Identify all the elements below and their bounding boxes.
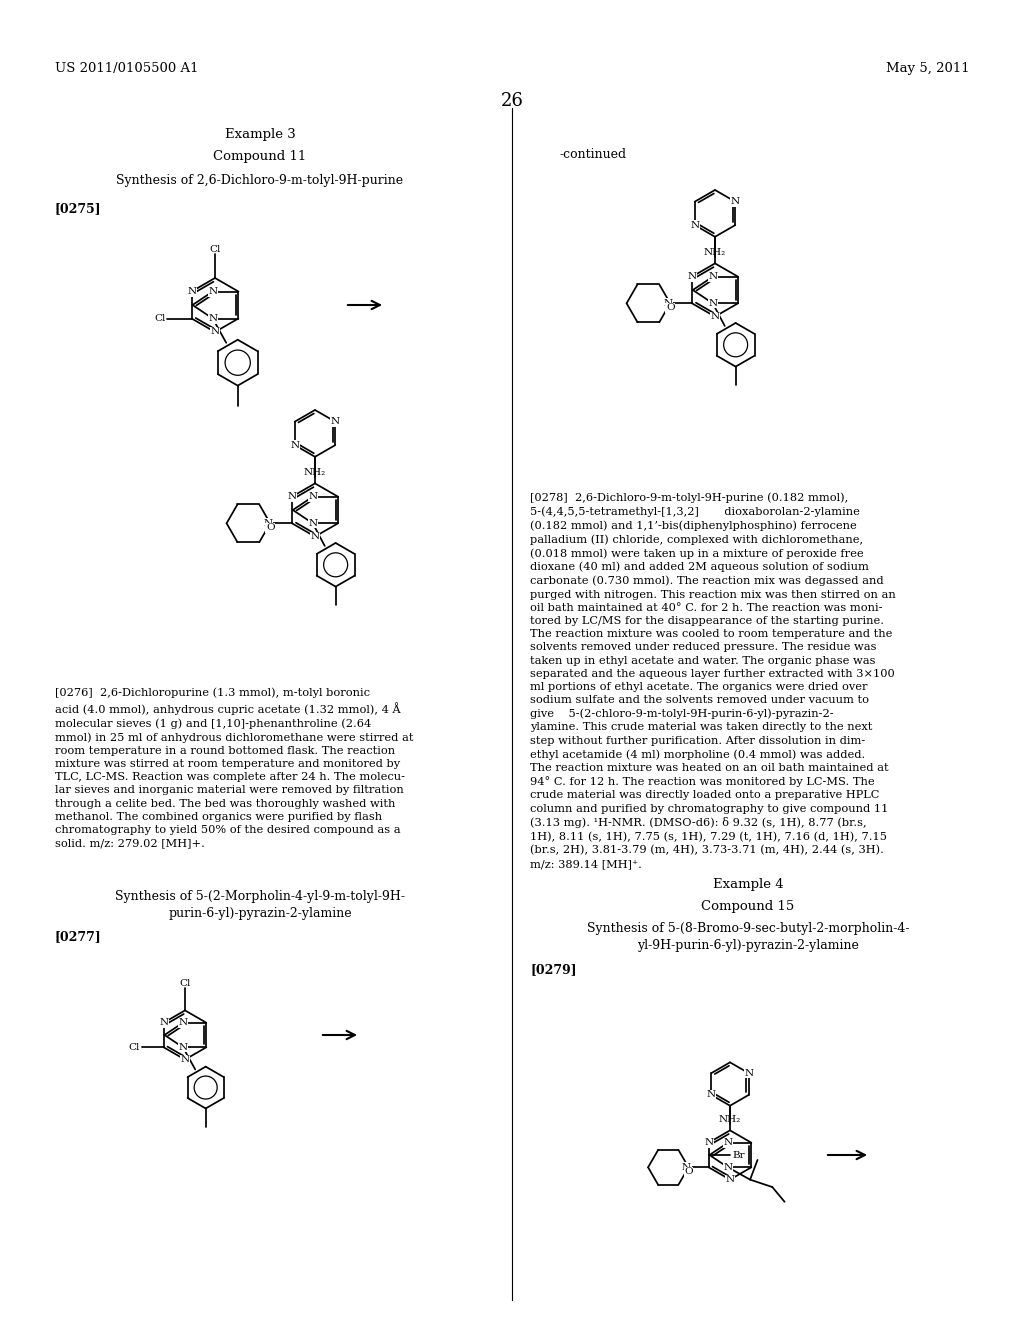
Text: N: N xyxy=(208,286,217,296)
Text: Synthesis of 2,6-Dichloro-9-m-tolyl-9H-purine: Synthesis of 2,6-Dichloro-9-m-tolyl-9H-p… xyxy=(117,174,403,187)
Text: purin-6-yl)-pyrazin-2-ylamine: purin-6-yl)-pyrazin-2-ylamine xyxy=(168,907,352,920)
Text: N: N xyxy=(178,1043,187,1052)
Text: N: N xyxy=(178,1018,187,1027)
Text: [0278]  2,6-Dichloro-9-m-tolyl-9H-purine (0.182 mmol),
5-(4,4,5,5-tetramethyl-[1: [0278] 2,6-Dichloro-9-m-tolyl-9H-purine … xyxy=(530,492,896,869)
Text: N: N xyxy=(731,197,739,206)
Text: Synthesis of 5-(8-Bromo-9-sec-butyl-2-morpholin-4-: Synthesis of 5-(8-Bromo-9-sec-butyl-2-mo… xyxy=(587,921,909,935)
Text: N: N xyxy=(187,286,197,296)
Text: Synthesis of 5-(2-Morpholin-4-yl-9-m-tolyl-9H-: Synthesis of 5-(2-Morpholin-4-yl-9-m-tol… xyxy=(115,890,406,903)
Text: N: N xyxy=(331,417,340,426)
Text: N: N xyxy=(310,532,319,541)
Text: [0276]  2,6-Dichloropurine (1.3 mmol), m-tolyl boronic
acid (4.0 mmol), anhydrou: [0276] 2,6-Dichloropurine (1.3 mmol), m-… xyxy=(55,686,414,849)
Text: N: N xyxy=(290,441,299,450)
Text: N: N xyxy=(263,519,272,528)
Text: O: O xyxy=(266,523,274,532)
Text: N: N xyxy=(723,1138,732,1147)
Text: N: N xyxy=(208,314,217,323)
Text: N: N xyxy=(687,272,696,281)
Text: May 5, 2011: May 5, 2011 xyxy=(887,62,970,75)
Text: N: N xyxy=(707,1090,716,1100)
Text: N: N xyxy=(709,298,718,308)
Text: -continued: -continued xyxy=(560,148,627,161)
Text: Compound 11: Compound 11 xyxy=(213,150,306,162)
Text: N: N xyxy=(709,272,718,281)
Text: N: N xyxy=(288,492,297,502)
Text: NH₂: NH₂ xyxy=(703,248,726,257)
Text: N: N xyxy=(180,1055,189,1064)
Text: [0277]: [0277] xyxy=(55,931,101,942)
Text: O: O xyxy=(666,304,675,313)
Text: N: N xyxy=(725,1175,734,1184)
Text: [0279]: [0279] xyxy=(530,964,577,975)
Text: NH₂: NH₂ xyxy=(304,467,326,477)
Text: US 2011/0105500 A1: US 2011/0105500 A1 xyxy=(55,62,199,75)
Text: N: N xyxy=(744,1069,754,1077)
Text: NH₂: NH₂ xyxy=(719,1115,741,1125)
Text: N: N xyxy=(664,298,673,308)
Text: N: N xyxy=(159,1018,168,1027)
Text: Cl: Cl xyxy=(154,314,165,323)
Text: O: O xyxy=(684,1167,693,1176)
Text: Cl: Cl xyxy=(209,244,221,253)
Text: Cl: Cl xyxy=(179,979,190,989)
Text: Compound 15: Compound 15 xyxy=(701,900,795,913)
Text: 26: 26 xyxy=(501,92,523,110)
Text: N: N xyxy=(723,1163,732,1172)
Text: Example 4: Example 4 xyxy=(713,878,783,891)
Text: [0275]: [0275] xyxy=(55,202,101,215)
Text: N: N xyxy=(308,492,317,502)
Text: N: N xyxy=(711,312,720,321)
Text: N: N xyxy=(682,1163,691,1172)
Text: N: N xyxy=(211,327,219,337)
Text: N: N xyxy=(690,220,699,230)
Text: N: N xyxy=(308,519,317,528)
Text: Br: Br xyxy=(732,1151,745,1159)
Text: Example 3: Example 3 xyxy=(224,128,295,141)
Text: Cl: Cl xyxy=(128,1043,139,1052)
Text: yl-9H-purin-6-yl)-pyrazin-2-ylamine: yl-9H-purin-6-yl)-pyrazin-2-ylamine xyxy=(637,939,859,952)
Text: N: N xyxy=(705,1138,714,1147)
